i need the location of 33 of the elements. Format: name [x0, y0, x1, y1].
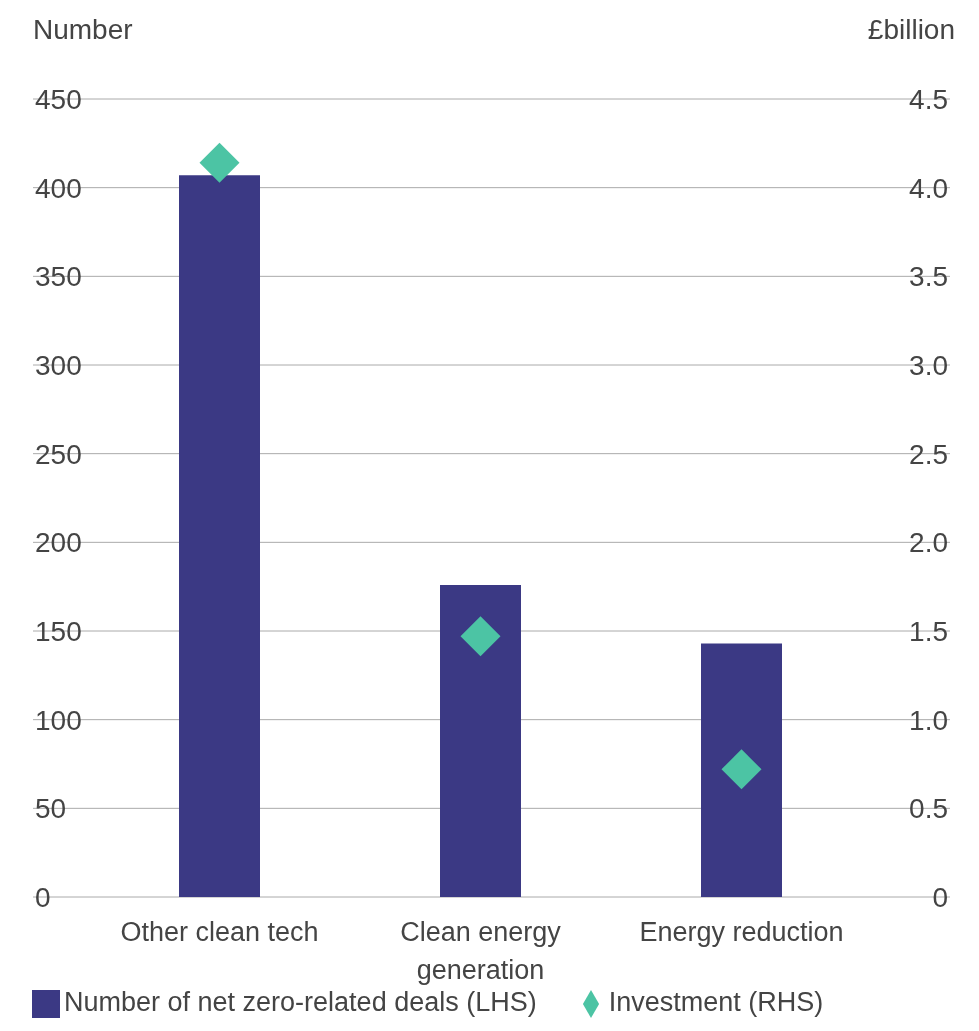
point: [199, 142, 240, 183]
y2-tick-label: 3.0: [909, 350, 948, 381]
y2-tick-label: 2.0: [909, 527, 948, 559]
y-tick-label: 200: [35, 527, 82, 559]
bar: [701, 643, 782, 897]
y-tick-label: 450: [35, 84, 82, 115]
y2-tick-label: 3.5: [909, 261, 948, 293]
y2-axis-title: £billion: [867, 14, 955, 47]
y-tick-label: 50: [35, 793, 67, 825]
y-tick-label: 400: [35, 172, 82, 204]
y2-tick-label: 4.5: [909, 84, 948, 115]
y2-tick-label: 4.0: [909, 172, 948, 204]
y-tick-label: 150: [35, 616, 82, 647]
x-tick-label: Other clean tech: [120, 917, 319, 947]
point: [721, 749, 762, 790]
y-tick-label: 250: [35, 438, 82, 470]
y-tick-label: 0: [35, 882, 51, 913]
y-tick-label: 300: [35, 350, 82, 381]
x-tick-label: Clean energy generation: [400, 917, 562, 985]
y-tick-label: 100: [35, 704, 82, 736]
y-tick-label: 350: [35, 261, 82, 293]
legend-label: Number of net zero-related deals (LHS): [64, 987, 537, 1017]
bar: [179, 175, 260, 897]
y2-tick-label: 1.0: [909, 704, 948, 736]
bar: [440, 584, 521, 897]
y-axis-title: Number: [33, 14, 133, 47]
y2-tick-label: 0.5: [909, 793, 948, 825]
y2-tick-label: 0: [932, 882, 948, 913]
y2-tick-label: 2.5: [909, 438, 948, 470]
point: [460, 616, 501, 657]
x-tick-label: Energy reduction: [639, 917, 844, 947]
y2-tick-label: 1.5: [909, 616, 948, 647]
legend-label: Investment (RHS): [608, 987, 824, 1017]
